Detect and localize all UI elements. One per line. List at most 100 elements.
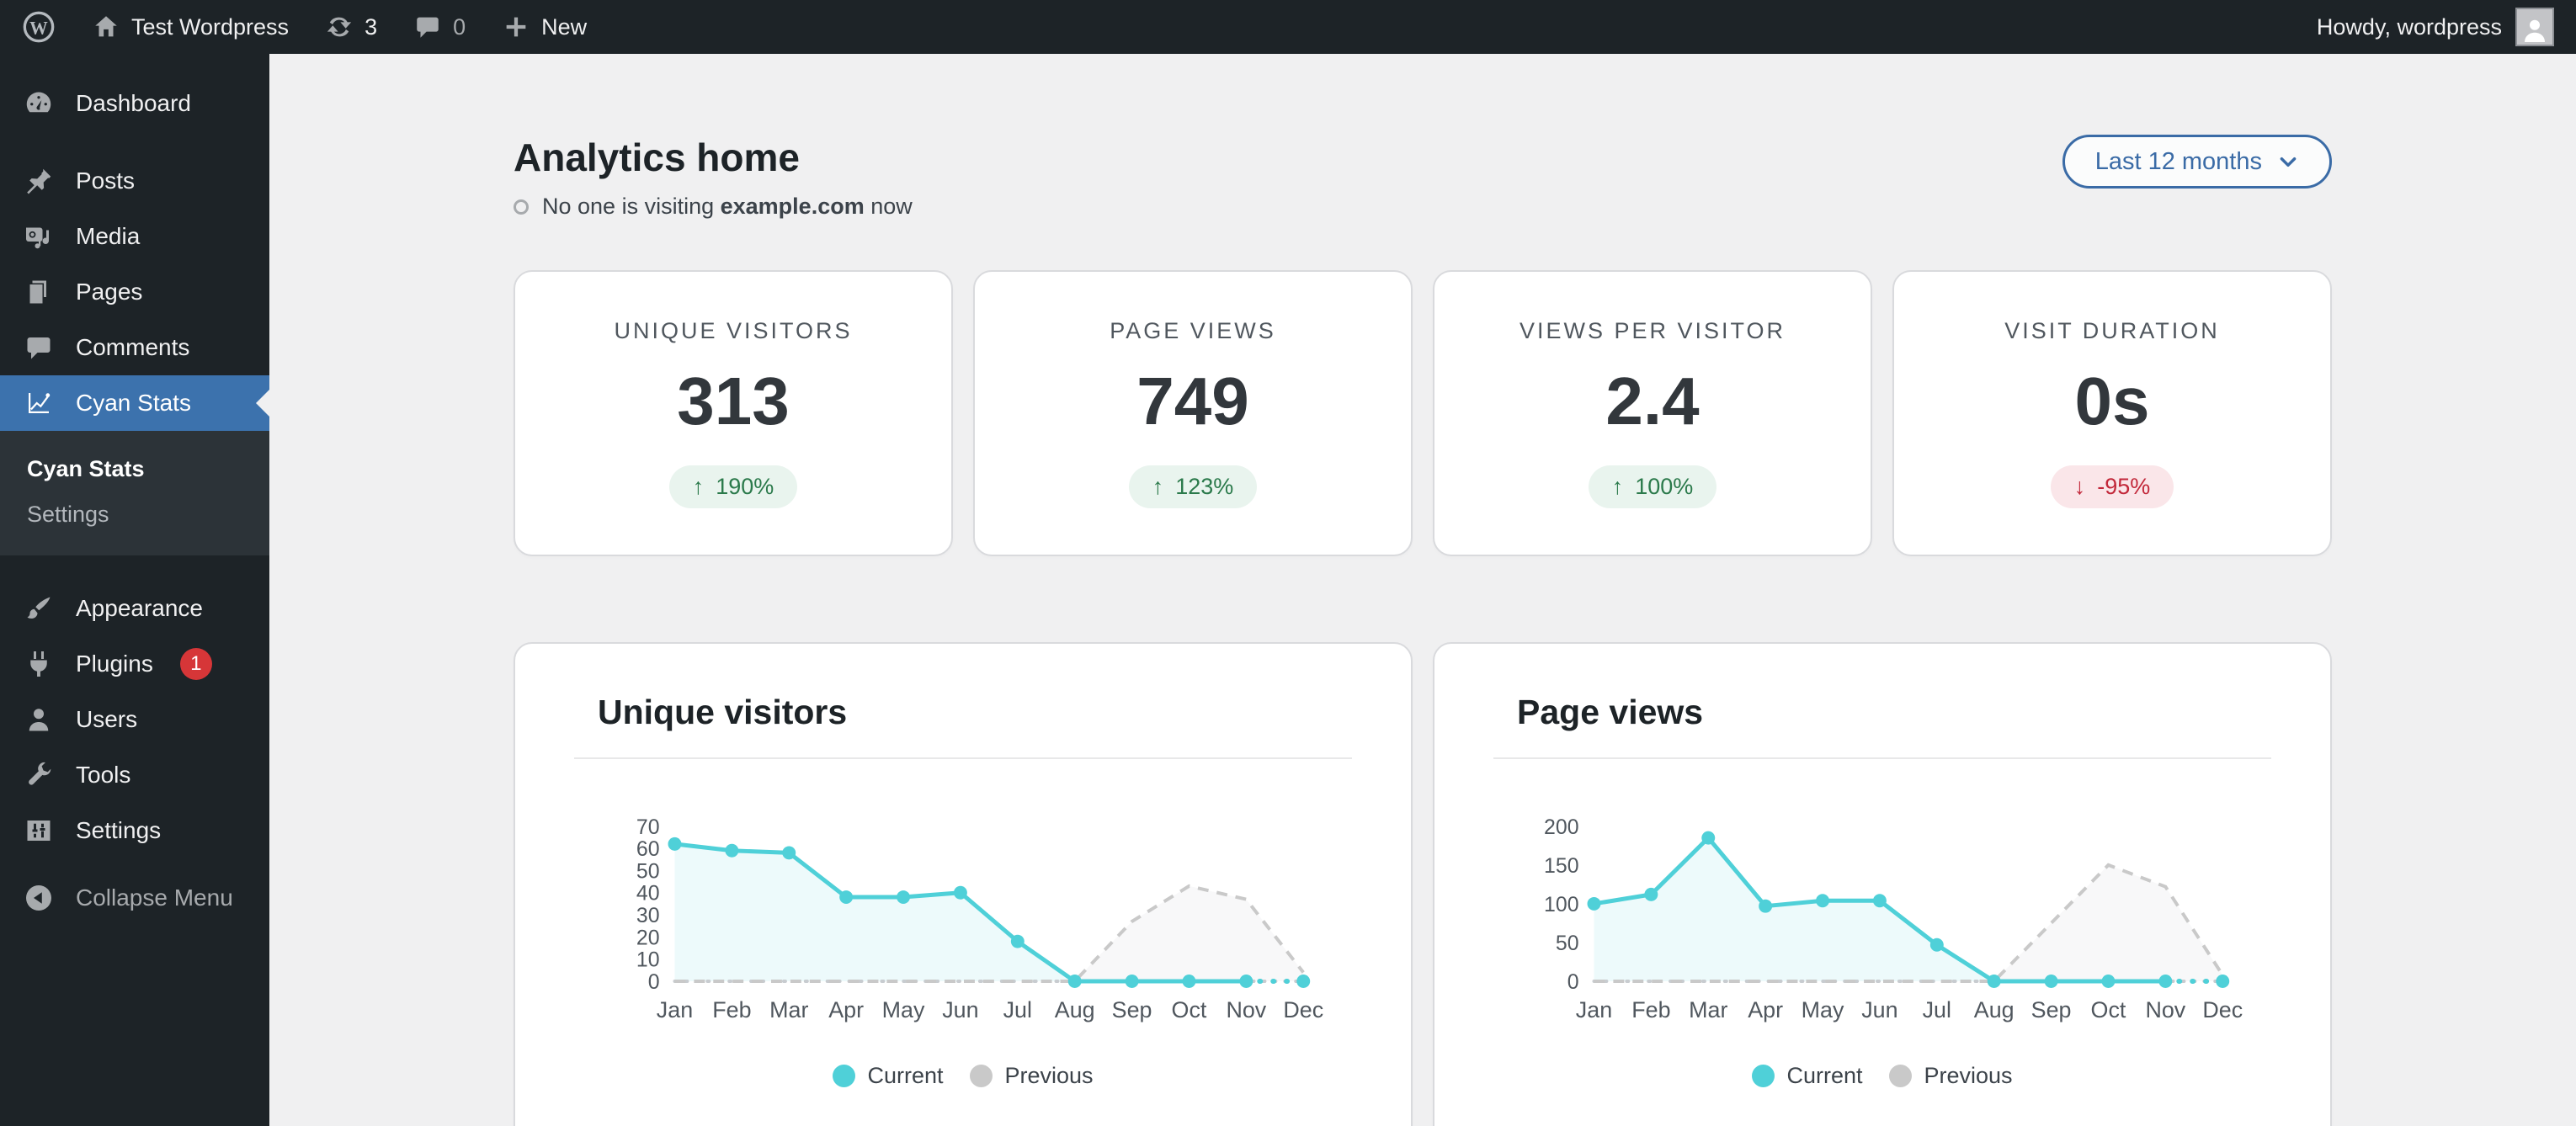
stat-card-views-per-visitor: VIEWS PER VISITOR 2.4 ↑ 100% <box>1433 270 1872 556</box>
stat-value: 313 <box>677 364 790 438</box>
status-domain: example.com <box>720 194 865 219</box>
svg-text:Nov: Nov <box>2145 997 2185 1022</box>
updates-link[interactable]: 3 <box>324 12 377 42</box>
submenu-item-cyan-stats[interactable]: Cyan Stats <box>27 455 145 481</box>
collapse-menu-button[interactable]: Collapse Menu <box>0 870 269 926</box>
page-title: Analytics home <box>514 135 800 179</box>
sidebar-item-label: Cyan Stats <box>76 390 191 416</box>
stat-card-page-views: PAGE VIEWS 749 ↑ 123% <box>973 270 1413 556</box>
sidebar-item-settings[interactable]: Settings <box>0 803 269 858</box>
svg-text:Mar: Mar <box>769 997 808 1022</box>
svg-text:Dec: Dec <box>2202 997 2243 1022</box>
comments-link[interactable]: 0 <box>412 12 466 42</box>
svg-text:Oct: Oct <box>1172 997 1207 1022</box>
svg-text:Sep: Sep <box>1112 997 1152 1022</box>
legend-previous-label: Previous <box>1004 1062 1094 1088</box>
plug-icon <box>24 649 54 679</box>
cyan-stats-submenu: Cyan Stats Settings <box>0 431 269 555</box>
wordpress-logo-icon[interactable]: W <box>22 10 56 44</box>
trend-up-icon: ↑ <box>1611 474 1624 499</box>
trend-up-icon: ↑ <box>1152 474 1164 499</box>
svg-text:Jul: Jul <box>1003 997 1032 1022</box>
svg-text:100: 100 <box>1544 893 1579 916</box>
site-link[interactable]: Test Wordpress <box>91 12 289 42</box>
chart-legend: Current Previous <box>1493 1063 2271 1089</box>
chart-legend: Current Previous <box>574 1063 1352 1089</box>
chart-line-icon <box>24 388 54 418</box>
stat-card-unique-visitors: UNIQUE VISITORS 313 ↑ 190% <box>514 270 953 556</box>
admin-bar: W Test Wordpress 3 0 New <box>0 0 2576 54</box>
live-visitors-status: No one is visiting example.com now <box>514 194 913 220</box>
legend-previous-label: Previous <box>1924 1062 2013 1088</box>
svg-text:50: 50 <box>636 859 660 883</box>
page-views-line-chart: 0 50 100 150 200 Jan Feb Mar Apr May Jun Jul Aug Sep O… <box>1493 793 2271 1038</box>
sidebar-item-label: Users <box>76 706 138 732</box>
stat-cards-row: UNIQUE VISITORS 313 ↑ 190% PAGE VIEWS 74… <box>514 270 2332 556</box>
sidebar-item-dashboard[interactable]: Dashboard <box>0 76 269 131</box>
svg-text:Nov: Nov <box>1226 997 1266 1022</box>
period-selected-value: Last 12 months <box>2094 147 2262 175</box>
svg-text:30: 30 <box>636 904 660 927</box>
unique-visitors-line-chart: 0 10 20 30 40 50 60 70 Jan Feb Mar Apr May Jun Jul Aug S… <box>574 793 1352 1038</box>
sidebar-item-plugins[interactable]: Plugins 1 <box>0 636 269 692</box>
sidebar-item-label: Media <box>76 223 141 249</box>
stat-label: VIEWS PER VISITOR <box>1519 318 1786 343</box>
sliders-icon <box>24 815 54 846</box>
chevron-down-icon <box>2280 157 2297 167</box>
updates-icon <box>324 12 354 42</box>
sidebar-item-comments[interactable]: Comments <box>0 320 269 375</box>
sidebar-item-label: Tools <box>76 762 131 788</box>
main-content: Analytics home No one is visiting exampl… <box>269 54 2576 1126</box>
plus-icon <box>501 12 531 42</box>
stat-change-badge: ↑ 100% <box>1588 465 1717 508</box>
svg-text:Apr: Apr <box>828 997 864 1022</box>
sidebar-item-media[interactable]: Media <box>0 209 269 264</box>
svg-text:Mar: Mar <box>1689 997 1727 1022</box>
svg-text:Sep: Sep <box>2031 997 2072 1022</box>
sidebar-item-pages[interactable]: Pages <box>0 264 269 320</box>
howdy-text: Howdy, wordpress <box>2316 13 2502 40</box>
stat-card-visit-duration: VISIT DURATION 0s ↓ -95% <box>1892 270 2332 556</box>
submenu-item-settings[interactable]: Settings <box>27 501 109 527</box>
pushpin-icon <box>24 166 54 196</box>
svg-text:Jun: Jun <box>942 997 978 1022</box>
svg-text:Oct: Oct <box>2091 997 2126 1022</box>
updates-count: 3 <box>365 13 378 40</box>
stat-value: 2.4 <box>1605 364 1700 438</box>
stat-label: PAGE VIEWS <box>1110 318 1276 343</box>
stat-label: VISIT DURATION <box>2004 318 2220 343</box>
page-header: Analytics home No one is visiting exampl… <box>514 135 2332 220</box>
chart-divider <box>574 757 1352 759</box>
unique-visitors-chart-card: Unique visitors 0 10 20 30 40 50 60 70 Jan Feb Mar… <box>514 642 1413 1126</box>
stat-value: 749 <box>1136 364 1249 438</box>
sidebar-item-appearance[interactable]: Appearance <box>0 581 269 636</box>
sidebar-item-tools[interactable]: Tools <box>0 747 269 803</box>
svg-text:Jun: Jun <box>1861 997 1897 1022</box>
sidebar-item-label: Appearance <box>76 595 204 621</box>
plugins-update-badge: 1 <box>179 648 212 680</box>
svg-text:Aug: Aug <box>1055 997 1095 1022</box>
svg-text:Feb: Feb <box>712 997 751 1022</box>
sidebar-item-users[interactable]: Users <box>0 692 269 747</box>
collapse-menu-label: Collapse Menu <box>76 884 233 911</box>
svg-text:Apr: Apr <box>1748 997 1783 1022</box>
home-icon <box>91 12 121 42</box>
pages-icon <box>24 277 54 307</box>
period-select[interactable]: Last 12 months <box>2062 135 2332 189</box>
chart-title: Page views <box>1517 693 1704 731</box>
live-indicator-icon <box>514 199 529 215</box>
svg-text:May: May <box>882 997 925 1022</box>
admin-sidebar: Dashboard Posts Media Pages Commen <box>0 54 269 1126</box>
avatar <box>2515 8 2554 46</box>
sidebar-item-posts[interactable]: Posts <box>0 153 269 209</box>
account-menu[interactable]: Howdy, wordpress <box>2317 8 2554 46</box>
sidebar-item-cyan-stats[interactable]: Cyan Stats <box>0 375 269 431</box>
menu-separator <box>0 555 269 581</box>
comments-count: 0 <box>453 13 466 40</box>
svg-text:70: 70 <box>636 815 660 839</box>
new-content-button[interactable]: New <box>501 12 587 42</box>
svg-text:Aug: Aug <box>1974 997 2014 1022</box>
collapse-arrow-icon <box>24 883 54 913</box>
user-icon <box>24 704 54 735</box>
